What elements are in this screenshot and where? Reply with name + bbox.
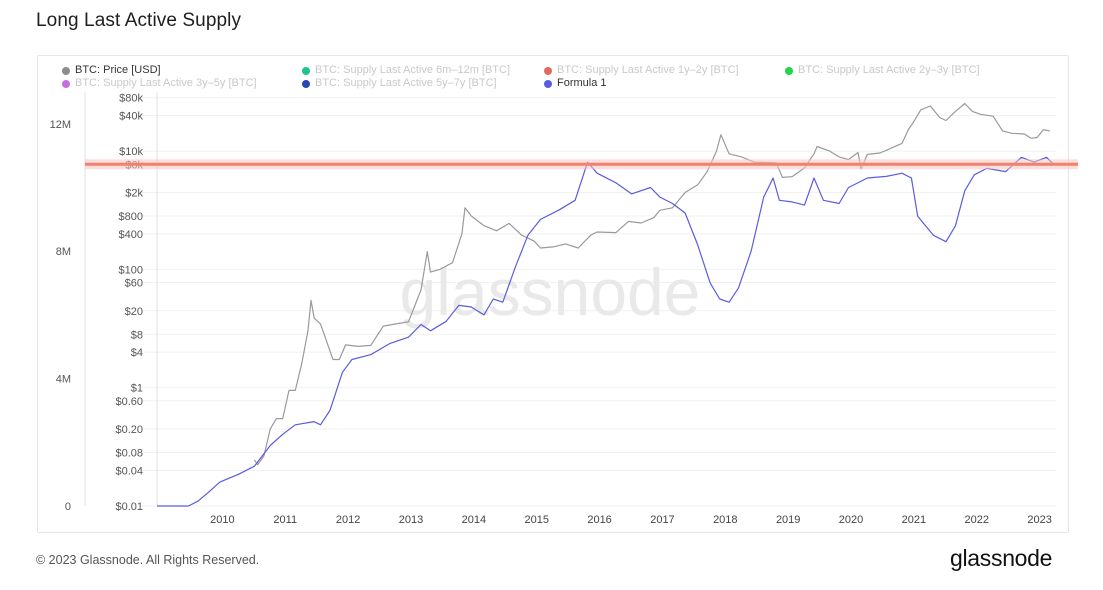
price-axis-tick-label: $0.20 [115,424,143,436]
highlight-line [85,159,1078,170]
left-axis-tick-label: 4M [56,374,71,386]
legend-dot-icon [302,79,310,88]
legend-item[interactable]: BTC: Price [USD] [62,64,161,77]
glassnode-logo[interactable]: glassnode [950,545,1053,571]
legend-item[interactable]: BTC: Supply Last Active 3y–5y [BTC] [62,77,257,90]
x-axis-tick-label: 2017 [650,514,674,526]
x-axis-tick-label: 2018 [713,514,737,526]
series [157,102,1054,507]
x-axis-tick-label: 2014 [462,514,486,526]
price-axis-tick-label: $8 [131,329,143,341]
watermark: glassnode [400,255,701,329]
series-line-btc-price-usd-[interactable] [253,102,1050,466]
grid [140,97,1056,507]
x-axis-tick-label: 2020 [839,514,863,526]
x-axis-tick-label: 2010 [210,514,234,526]
legend-dot-icon [544,79,552,88]
price-axis-tick-label: $400 [119,229,143,241]
left-axis-tick-label: 12M [50,119,71,131]
legend-label: BTC: Supply Last Active 1y–2y [BTC] [557,64,739,76]
x-axis-tick-label: 2021 [902,514,926,526]
legend-item[interactable]: BTC: Supply Last Active 2y–3y [BTC] [785,64,980,77]
page-title: Long Last Active Supply [36,10,242,31]
chart-panel [37,55,1069,533]
legend-dot-icon [302,66,310,75]
legend-dot-icon [62,66,70,75]
price-axis-tick-label: $2k [125,187,143,199]
price-axis-tick-label: $40k [119,111,143,123]
x-axis-tick-label: 2012 [336,514,360,526]
price-axis-tick-label: $10k [119,146,143,158]
price-axis-tick-label: $1 [131,383,143,395]
price-axis-tick-label: $800 [119,211,143,223]
legend-label: BTC: Supply Last Active 5y–7y [BTC] [315,77,497,89]
x-axis-tick-label: 2019 [776,514,800,526]
legend-label: Formula 1 [557,77,607,89]
series-line-formula-1[interactable] [157,156,1054,507]
footer-copyright: © 2023 Glassnode. All Rights Reserved. [36,553,260,567]
legend-label: BTC: Supply Last Active 2y–3y [BTC] [798,64,980,76]
price-axis-tick-label: $20 [125,306,143,318]
price-axis-tick-label: $80k [119,93,143,105]
legend-dot-icon [62,79,70,88]
legend-label: BTC: Price [USD] [75,64,161,76]
price-axis-tick-label: $0.08 [115,448,143,460]
price-axis-tick-label: $100 [119,264,143,276]
x-axis-tick-label: 2016 [587,514,611,526]
price-axis-tick-label: $0.60 [115,396,143,408]
x-axis-tick-label: 2023 [1027,514,1051,526]
price-axis-tick-label: $4 [131,347,143,359]
legend: BTC: Price [USD] BTC: Supply Last Active … [62,64,1052,92]
x-axis-tick-label: 2015 [524,514,548,526]
legend-label: BTC: Supply Last Active 6m–12m [BTC] [315,64,511,76]
x-axis-tick-label: 2022 [965,514,989,526]
legend-item[interactable]: BTC: Supply Last Active 5y–7y [BTC] [302,77,497,90]
price-axis-tick-label: $0.04 [115,465,143,477]
legend-dot-icon [785,66,793,75]
price-axis-tick-label: $60 [125,278,143,290]
legend-dot-icon [544,66,552,75]
axes: 0 4M 8M 12M $0.01 $0.04 $0.08 $0.20 $0.60$1 $4 $8 $… [50,92,1052,526]
legend-item[interactable]: Formula 1 [544,77,607,90]
left-axis-tick-label: 0 [65,501,71,513]
x-axis-tick-label: 2011 [273,514,297,526]
legend-item[interactable]: BTC: Supply Last Active 1y–2y [BTC] [544,64,739,77]
legend-label: BTC: Supply Last Active 3y–5y [BTC] [75,77,257,89]
x-axis-tick-label: 2013 [399,514,423,526]
legend-item[interactable]: BTC: Supply Last Active 6m–12m [BTC] [302,64,510,77]
price-axis-tick-label: $0.01 [115,501,143,513]
left-axis-tick-label: 8M [56,246,71,258]
